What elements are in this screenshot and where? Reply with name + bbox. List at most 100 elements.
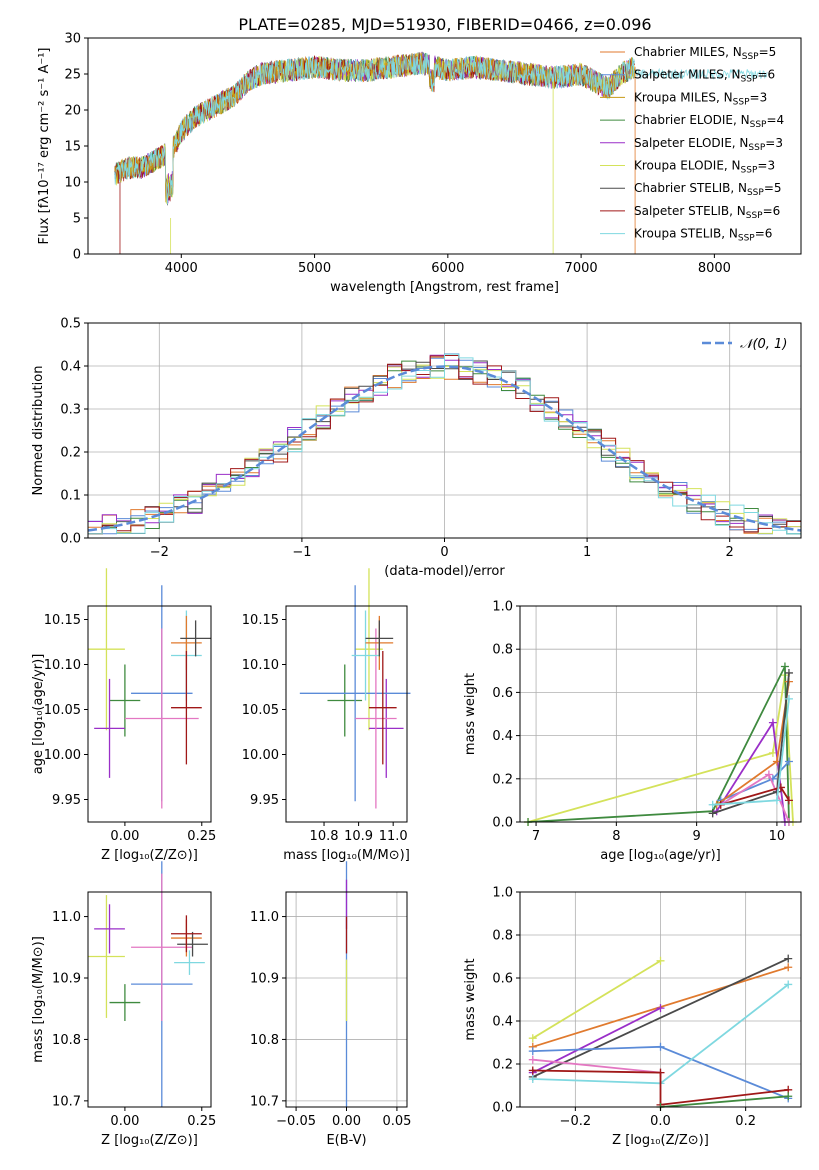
legend-entry: Chabrier MILES, NSSP=5 xyxy=(634,45,776,62)
series-marker xyxy=(656,1042,665,1051)
x-tick-label: 11.0 xyxy=(379,829,408,844)
y-axis-label: mass weight xyxy=(463,673,478,755)
x-axis-label: mass [log₁₀(M/M⊙)] xyxy=(283,848,410,863)
panel-mass-weight-vs-age: 7 8 9 10 0.0 0.2 0.4 0.6 0.8 1.0 age [log₁₀(age/yr… xyxy=(463,600,802,863)
series-marker xyxy=(656,1068,665,1077)
x-tick-label: 10 xyxy=(769,829,786,844)
y-tick-label: 10.15 xyxy=(44,613,81,628)
series-marker xyxy=(764,770,773,779)
y-tick-label: 1.0 xyxy=(492,886,513,901)
x-tick-label: 1 xyxy=(583,545,591,560)
y-tick-label: 10.7 xyxy=(52,1094,81,1109)
y-tick-label: 0.4 xyxy=(60,360,81,375)
x-tick-label: 2 xyxy=(726,545,734,560)
series-line xyxy=(532,1058,661,1074)
x-tick-label: 7 xyxy=(532,829,540,844)
y-tick-label: 10.8 xyxy=(52,1033,81,1048)
y-tick-label: 10.8 xyxy=(250,1033,279,1048)
spectrum-line xyxy=(114,53,635,205)
series-marker xyxy=(784,1092,793,1101)
y-tick-label: 0.1 xyxy=(60,489,81,504)
series-marker xyxy=(656,956,665,965)
series-line xyxy=(715,719,786,823)
y-tick-label: 0.5 xyxy=(60,317,81,332)
axes-frame xyxy=(519,605,802,823)
series-marker xyxy=(784,694,793,703)
axes-frame xyxy=(87,891,212,1108)
y-tick-label: 10.15 xyxy=(242,613,279,628)
spectrum-lines xyxy=(114,51,768,254)
y-tick-label: 5 xyxy=(73,212,81,227)
x-tick-label: −2 xyxy=(150,545,169,560)
y-tick-label: 10.7 xyxy=(250,1094,279,1109)
series-marker xyxy=(528,1047,537,1056)
series-marker xyxy=(784,796,793,805)
y-tick-label: 20 xyxy=(64,104,81,119)
series-line xyxy=(532,960,661,1039)
series-marker xyxy=(768,748,777,757)
x-tick-label: 0.2 xyxy=(735,1114,756,1129)
x-axis-label: wavelength [Angstrom, rest frame] xyxy=(330,280,559,295)
y-axis-label: Flux [fλ10⁻¹⁷ erg cm⁻² s⁻¹ A⁻¹] xyxy=(37,48,52,245)
y-tick-label: 9.95 xyxy=(250,793,279,808)
legend-entry: Chabrier STELIB, NSSP=5 xyxy=(634,181,782,198)
series-line xyxy=(532,957,789,1078)
y-tick-label: 0.2 xyxy=(492,1058,513,1073)
series-marker xyxy=(528,1034,537,1043)
y-axis-label: Normed distribution xyxy=(31,366,46,496)
y-tick-label: 30 xyxy=(64,32,81,47)
figure-title: PLATE=0285, MJD=51930, FIBERID=0466, z=0… xyxy=(238,15,651,34)
y-tick-label: 0.3 xyxy=(60,403,81,418)
series-line xyxy=(527,674,794,823)
series-line xyxy=(527,666,790,823)
x-tick-label: 10.8 xyxy=(310,829,339,844)
y-tick-label: 10.10 xyxy=(44,658,81,673)
x-axis-label: age [log₁₀(age/yr)] xyxy=(600,848,721,863)
y-tick-label: 0.2 xyxy=(492,772,513,787)
y-tick-label: 10.05 xyxy=(242,703,279,718)
x-tick-label: 0.00 xyxy=(110,829,139,844)
legend-entry: Chabrier ELODIE, NSSP=4 xyxy=(634,113,784,130)
series-marker xyxy=(784,668,793,677)
x-tick-label: 10.9 xyxy=(344,829,373,844)
x-tick-label: 7000 xyxy=(565,261,598,276)
y-tick-label: 0.8 xyxy=(492,643,513,658)
y-axis-label: mass weight xyxy=(463,958,478,1040)
series-marker xyxy=(528,1066,537,1075)
panel-mass-weight-vs-Z: −0.2 0.0 0.2 0.0 0.2 0.4 0.6 0.8 1.0 Z [log₁₀(Z/Z… xyxy=(463,886,802,1148)
y-tick-label: 0.0 xyxy=(492,816,513,831)
x-tick-label: 0.25 xyxy=(187,829,216,844)
y-axis-label: mass [log₁₀(M/M⊙)] xyxy=(31,936,46,1063)
legend-entry: Salpeter STELIB, NSSP=6 xyxy=(634,204,780,221)
series-marker xyxy=(780,662,789,671)
y-tick-label: 9.95 xyxy=(52,793,81,808)
y-tick-label: 0 xyxy=(73,248,81,263)
y-tick-label: 11.0 xyxy=(250,910,279,925)
y-tick-label: 10 xyxy=(64,176,81,191)
legend-entry: Kroupa ELODIE, NSSP=3 xyxy=(634,159,775,176)
series-marker xyxy=(708,800,717,809)
spectrum-line xyxy=(634,67,768,80)
panel-mass-vs-ebv: −0.05 0.00 0.05 10.7 10.8 10.9 11.0 E(B-V) xyxy=(250,861,411,1148)
y-tick-label: 0.0 xyxy=(492,1101,513,1116)
y-tick-label: 0.6 xyxy=(492,972,513,987)
x-tick-label: 0.25 xyxy=(187,1114,216,1129)
axes-frame xyxy=(87,605,212,823)
y-tick-label: 10.00 xyxy=(44,748,81,763)
axes-frame xyxy=(285,605,408,823)
legend-entry: Kroupa STELIB, NSSP=6 xyxy=(634,227,772,244)
x-tick-label: 8000 xyxy=(698,261,731,276)
x-tick-label: 0 xyxy=(440,545,448,560)
legend-entry: Salpeter MILES, NSSP=6 xyxy=(634,68,775,85)
panel-age-vs-Z: 0.00 0.25 9.95 10.00 10.05 10.10 10.15 Z [log₁₀… xyxy=(31,568,216,863)
series-marker xyxy=(784,954,793,963)
y-tick-label: 15 xyxy=(64,140,81,155)
y-tick-label: 0.8 xyxy=(492,929,513,944)
x-axis-label: Z [log₁₀(Z/Z⊙)] xyxy=(101,1133,198,1148)
normal-curve xyxy=(87,365,802,532)
y-tick-label: 10.9 xyxy=(52,972,81,987)
x-tick-label: 0.0 xyxy=(650,1114,671,1129)
y-tick-label: 1.0 xyxy=(492,600,513,615)
y-tick-label: 11.0 xyxy=(52,910,81,925)
y-tick-label: 10.10 xyxy=(242,658,279,673)
